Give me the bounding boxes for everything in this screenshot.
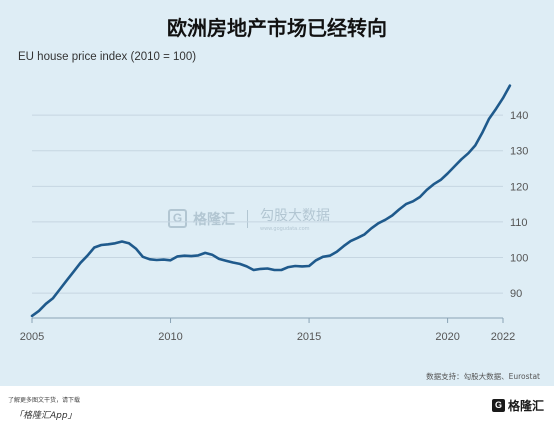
footer-logo: G 格隆汇	[491, 397, 544, 414]
watermark-divider	[247, 209, 248, 228]
y-tick-label: 130	[510, 146, 528, 158]
y-tick-label: 140	[510, 110, 528, 122]
footer-bar: 了解更多图文干货，请下载 「格隆汇App」 G 格隆汇	[0, 386, 554, 425]
x-tick-label: 2022	[491, 331, 515, 343]
source-note: 数据支持：勾股大数据、Eurostat	[426, 372, 540, 381]
line-chart: 90 100 110 120 130 140 2005 2010 2015 2020 2022	[20, 84, 528, 343]
watermark-url: www.gogudata.com	[260, 226, 310, 232]
y-tick-label: 100	[510, 253, 528, 265]
watermark: G 格隆汇 勾股大数据 www.gogudata.com	[168, 205, 330, 232]
footer-hint: 了解更多图文干货，请下载	[8, 397, 81, 404]
chart-subtitle: EU house price index (2010 = 100)	[18, 51, 197, 63]
watermark-brand: 格隆汇	[193, 211, 235, 228]
y-tick-label: 110	[510, 217, 528, 229]
footer-app-name: 「格隆汇App」	[14, 411, 77, 421]
watermark-site: 勾股大数据	[260, 208, 330, 224]
series-line-0	[30, 84, 512, 318]
watermark-logo-icon: G	[168, 209, 187, 228]
x-tick-label: 2015	[297, 331, 321, 343]
chart-title: 欧洲房地产市场已经转向	[167, 16, 387, 40]
y-tick-label: 120	[510, 181, 528, 193]
y-tick-label: 90	[510, 288, 522, 300]
x-tick-label: 2020	[435, 331, 459, 343]
x-tick-label: 2005	[20, 331, 44, 343]
footer-logo-text: 格隆汇	[507, 399, 544, 413]
x-tick-label: 2010	[158, 331, 182, 343]
brand-logo-icon: G	[491, 399, 505, 412]
